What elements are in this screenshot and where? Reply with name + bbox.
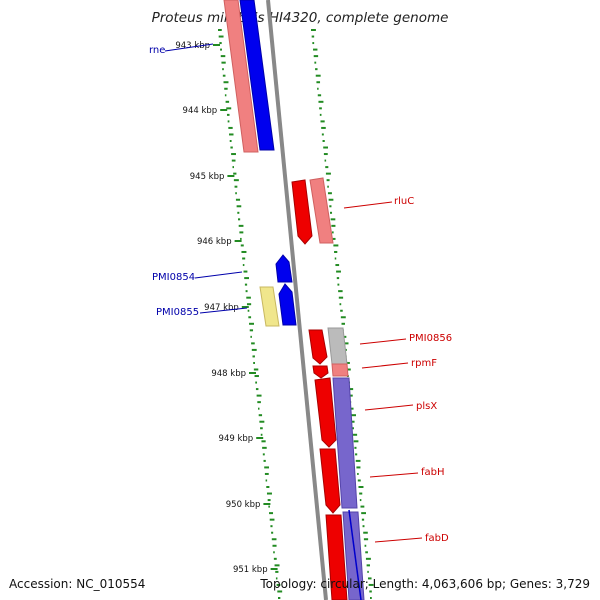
gc-content-track-right [311, 29, 374, 599]
genome-backbone [266, 0, 328, 600]
pmi0855-cds [278, 283, 297, 326]
gene-label-pmi0855[interactable]: PMI0855 [156, 307, 199, 318]
pmi0855-leader [199, 307, 248, 314]
accession-text: Accession: NC_010554 [9, 577, 146, 591]
gc-content-track-left [218, 29, 283, 599]
plsx-cds [314, 377, 337, 448]
rne-cog-bar [223, 0, 259, 153]
rpmf-cog-bar [331, 363, 349, 377]
fabd-cog-outline [348, 509, 362, 600]
rluc-cds [291, 179, 313, 245]
pmi0854-cds [275, 254, 293, 283]
gene-label-rne[interactable]: rne [149, 45, 165, 56]
gene-label-rluc[interactable]: rluC [394, 196, 414, 207]
map-title: Proteus mirabilis HI4320, complete genom… [152, 10, 449, 26]
gene-label-plsx[interactable]: plsX [416, 401, 437, 412]
fabh-leader [369, 472, 419, 478]
tick-label: 944 kbp [183, 106, 218, 116]
pmi0856-cog-bar [327, 327, 348, 365]
pmi0856-cds [308, 329, 328, 365]
tick-label: 947 kbp [204, 303, 239, 313]
rne-cds [239, 0, 275, 151]
tick-label: 950 kbp [226, 500, 261, 510]
gene-labels: rne PMI0854 PMI0855 rluC PMI0856 rpmF pl… [149, 43, 452, 544]
reverse-strand-features [223, 0, 297, 327]
tick-label: 945 kbp [190, 172, 225, 182]
rluc-cog-bar [309, 177, 334, 244]
rpmf-leader [361, 362, 409, 369]
scale-ticks: 943 kbp 944 kbp 945 kbp 946 kbp 947 kbp 948 k… [175, 41, 278, 575]
tick-label: 946 kbp [197, 237, 232, 247]
tick-label: 949 kbp [219, 434, 254, 444]
fabd-cds [325, 514, 348, 600]
pmi0855-cog-bar [259, 286, 280, 327]
gene-label-rpmf[interactable]: rpmF [411, 358, 437, 369]
gene-label-pmi0856[interactable]: PMI0856 [409, 333, 452, 344]
topology-text: Topology: circular; Length: 4,063,606 bp… [260, 577, 590, 591]
rluc-leader [343, 201, 393, 209]
plsx-cog-bar [332, 377, 358, 509]
tick-label: 948 kbp [211, 369, 246, 379]
rpmf-cds [312, 365, 329, 379]
pmi0854-leader [194, 271, 243, 279]
tick-label: 943 kbp [175, 41, 210, 51]
pmi0856-leader [359, 338, 407, 345]
gene-label-fabh[interactable]: fabH [421, 467, 445, 478]
fabd-leader [374, 537, 423, 543]
tick-label: 951 kbp [233, 565, 268, 575]
gene-label-pmi0854[interactable]: PMI0854 [152, 272, 195, 283]
fabh-cds [319, 448, 341, 514]
plsx-leader [364, 404, 414, 411]
forward-strand-features [291, 177, 365, 600]
rne-leader [164, 43, 214, 52]
gene-label-fabd[interactable]: fabD [425, 533, 449, 544]
